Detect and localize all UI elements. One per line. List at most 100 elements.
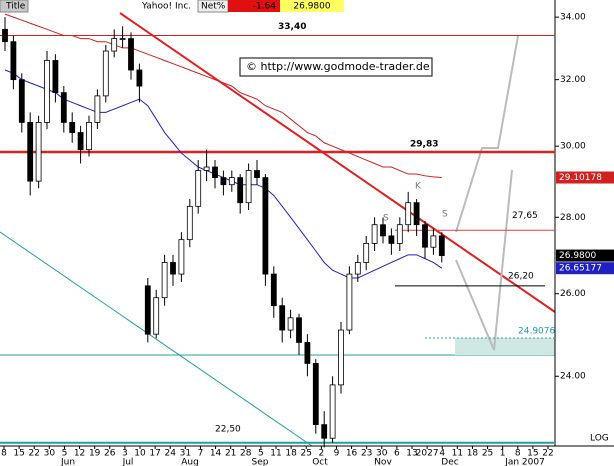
candle-body [153, 297, 160, 335]
candle-body [304, 342, 311, 364]
copyright: © http://www.godmode-trader.de [246, 60, 430, 73]
month-label: Nov [374, 458, 392, 466]
value-box-label: 29.10178 [559, 173, 602, 183]
candle-body [52, 60, 59, 94]
tab[interactable] [0, 0, 29, 13]
x-tick-label: 2027 [416, 449, 439, 459]
tab-label: Title [5, 2, 26, 12]
candle-body [144, 285, 151, 335]
candle-body [111, 38, 118, 52]
candle-body [287, 317, 294, 331]
last-box [280, 0, 344, 12]
candle-body [203, 166, 210, 171]
y-tick-label: 26.00 [560, 289, 586, 299]
month-label: Dec [441, 458, 458, 466]
level-label: 24.9076 [518, 326, 555, 336]
candle-body [128, 38, 134, 71]
copyright-box [239, 57, 433, 77]
x-tick-label: 6 [394, 449, 400, 459]
candle-body [178, 239, 185, 275]
candle-body [380, 224, 386, 237]
x-tick-label: 5 [258, 449, 264, 459]
pattern-label: S [383, 214, 389, 224]
change-box [228, 0, 280, 12]
x-tick-label: 14 [210, 449, 222, 459]
x-tick-label: 22 [28, 449, 39, 459]
symbol: Yahoo! Inc. [141, 2, 191, 12]
candle-body [371, 224, 378, 244]
x-tick-label: 11 [452, 449, 463, 459]
value-box-label: 26.9800 [559, 251, 596, 261]
y-tick-label: 24.00 [560, 372, 586, 382]
x-tick-label: 18 [285, 449, 297, 459]
candle-body [69, 122, 76, 133]
x-tick-label: 25 [482, 449, 493, 459]
level-label: 22,50 [215, 424, 241, 434]
projection-arrow [455, 35, 519, 233]
x-tick-label: 13 [406, 449, 417, 459]
candle-body [170, 262, 176, 275]
x-tick-label: 17 [149, 449, 160, 459]
x-tick-label: 1 [500, 449, 506, 459]
candle-body [2, 28, 8, 43]
trendline [119, 12, 556, 313]
candle-body [27, 122, 34, 182]
candle-body [254, 170, 260, 178]
candle-body [60, 92, 67, 123]
x-tick-label: 12 [74, 449, 85, 459]
candle-body [220, 177, 227, 186]
y-tick-label: 34.00 [560, 13, 586, 23]
x-tick-label: 11 [270, 449, 281, 459]
scale-label: LOG [590, 434, 609, 444]
y-tick-label: 30.00 [560, 142, 586, 152]
x-tick-label: 25 [300, 449, 311, 459]
x-tick-label: 28 [240, 449, 252, 459]
candle-body [354, 262, 361, 275]
month-label: Jul [122, 458, 134, 466]
x-tick-label: 19 [89, 449, 101, 459]
candle-body [413, 202, 420, 226]
candle-body [279, 305, 286, 331]
candle-body [430, 235, 437, 248]
candle-body [186, 205, 193, 241]
candle-body [262, 177, 269, 275]
month-label: Aug [181, 458, 199, 466]
candle-body [228, 177, 235, 186]
x-tick-label: 15 [13, 449, 24, 459]
candle-body [119, 38, 126, 40]
candle-body [161, 262, 168, 299]
candle-body [422, 224, 428, 248]
candle-body [18, 79, 25, 123]
month-label: Sep [252, 458, 269, 466]
field: Net% [201, 2, 226, 12]
change: -1.64 [253, 2, 277, 12]
channel-line [0, 231, 313, 447]
candle-body [102, 50, 109, 97]
candle-body [136, 69, 143, 87]
x-tick-label: 21 [225, 449, 236, 459]
pattern-label: K [415, 182, 422, 192]
x-tick-label: 22 [542, 449, 553, 459]
x-tick-label: 8 [515, 449, 521, 459]
x-tick-label: 5 [62, 449, 68, 459]
level-label: 26,20 [508, 271, 534, 281]
candle-body [270, 273, 277, 307]
last: 26.9800 [293, 2, 330, 12]
candle-body [388, 235, 395, 244]
y-tick-label: 32.00 [560, 75, 586, 85]
candle-body [296, 317, 302, 343]
x-tick-label: 7 [198, 449, 204, 459]
x-tick-label: 4 [439, 449, 445, 459]
candle-body [35, 122, 42, 182]
candle-body [10, 41, 17, 81]
candle-body [195, 170, 202, 207]
y-tick-label: 28.00 [560, 213, 586, 223]
candle-body [329, 384, 336, 439]
candle-body [438, 235, 445, 256]
candle-body [346, 273, 353, 331]
month-label: Jan 2007 [504, 458, 545, 466]
target-zone [455, 338, 555, 355]
x-tick-label: 24 [164, 449, 176, 459]
